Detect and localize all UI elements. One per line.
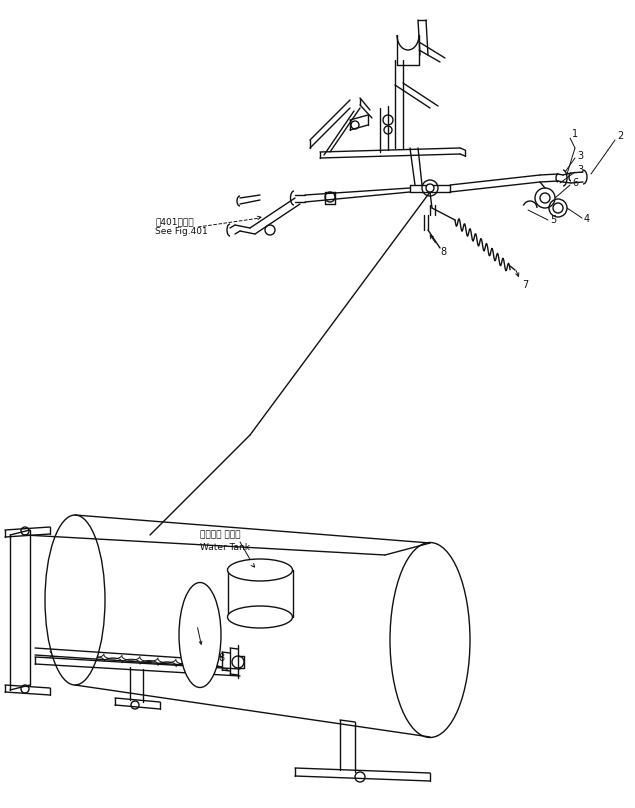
Text: 8: 8 — [218, 653, 224, 663]
Ellipse shape — [179, 583, 221, 688]
Text: Water Tank: Water Tank — [200, 542, 250, 552]
Circle shape — [426, 184, 434, 192]
Ellipse shape — [45, 515, 105, 685]
Text: 2: 2 — [617, 131, 623, 141]
Text: 第401図参照: 第401図参照 — [155, 217, 194, 226]
Text: 8: 8 — [440, 247, 446, 257]
Text: 5: 5 — [550, 215, 556, 225]
Text: See Fig.401: See Fig.401 — [155, 228, 208, 237]
Text: 3: 3 — [577, 151, 583, 161]
Ellipse shape — [390, 542, 470, 738]
Ellipse shape — [227, 606, 293, 628]
Ellipse shape — [227, 559, 293, 581]
Text: 7: 7 — [522, 280, 528, 290]
Text: 1: 1 — [572, 129, 578, 139]
Text: 3: 3 — [577, 165, 583, 175]
Text: 4: 4 — [584, 214, 590, 224]
Text: 6: 6 — [572, 178, 578, 188]
Text: ワォータ タンク: ワォータ タンク — [200, 531, 241, 540]
